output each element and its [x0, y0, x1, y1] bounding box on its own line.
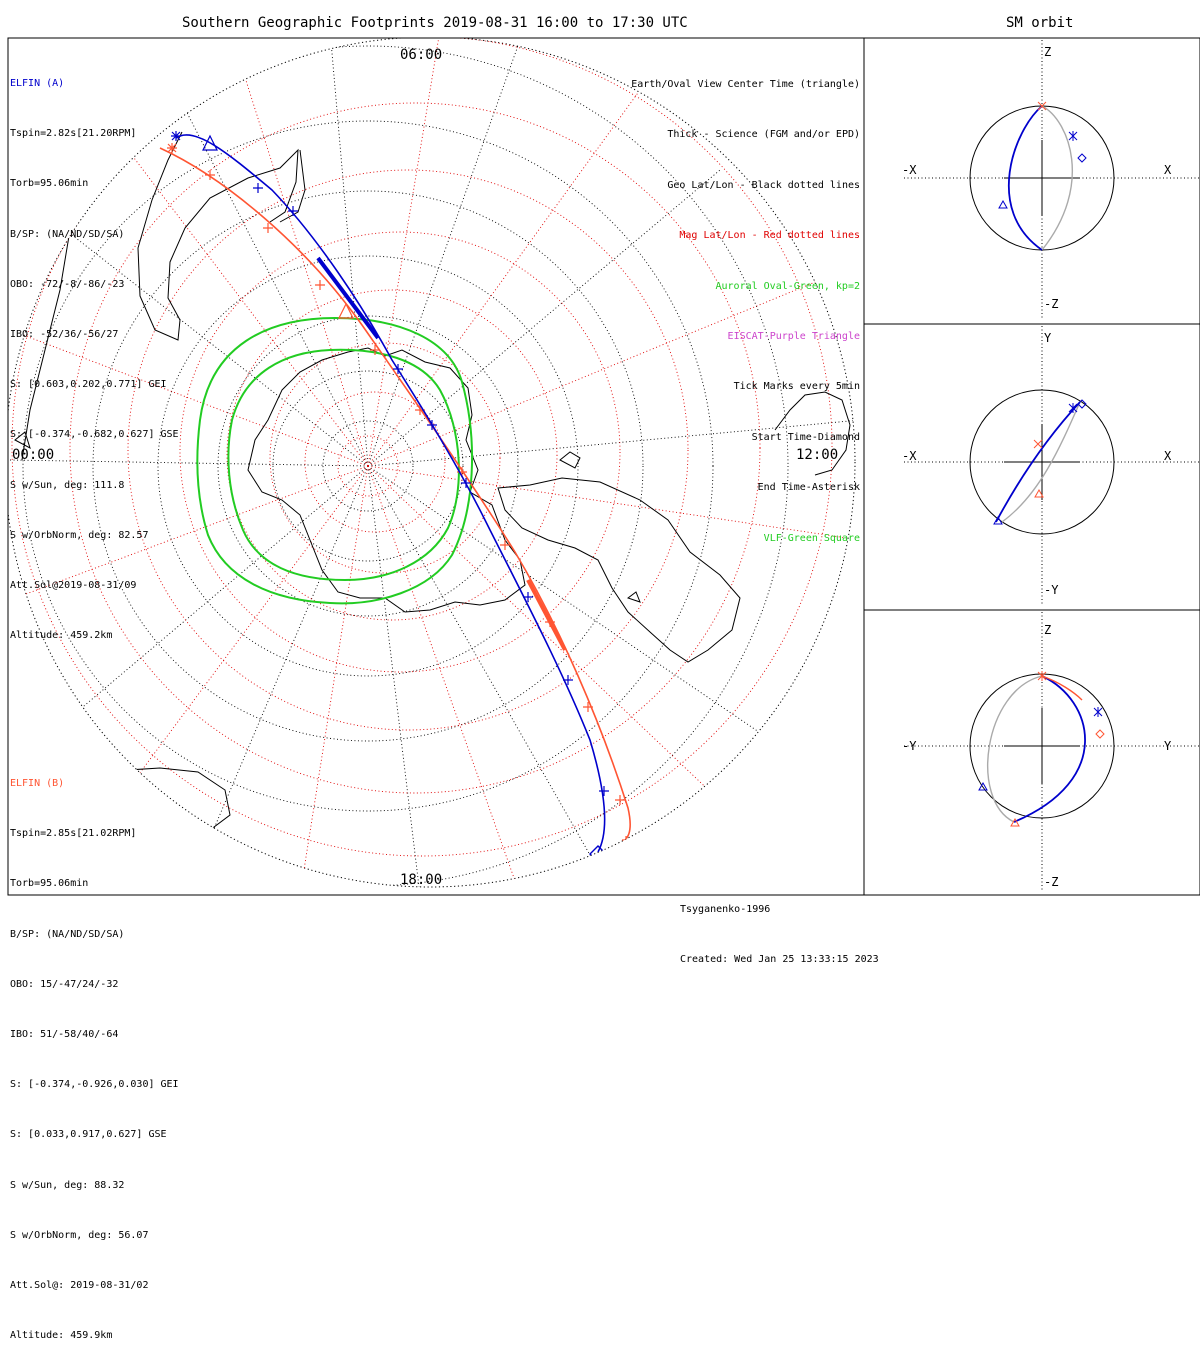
axis-label-h-pos: Y [1164, 739, 1172, 753]
credit: Tsyganenko-1996 Created: Wed Jan 25 13:3… [680, 866, 879, 985]
antarctica-coast [247, 347, 526, 613]
mag-grid [9, 38, 855, 887]
elfin-b-track [159, 143, 631, 847]
elfin-a-line: Altitude: 459.2km [10, 630, 113, 642]
legend-item: Earth/Oval View Center Time (triangle) [631, 79, 860, 90]
south-america-tip [279, 149, 306, 223]
elfin-a-line: B/SP: (NA/ND/SD/SA) [10, 228, 125, 240]
elfin-b-line: OBO: 15/-47/24/-32 [10, 978, 119, 990]
elfin-b-line: Tspin=2.85s[21.02RPM] [10, 828, 137, 840]
orbit-panel-xz: -X X Z -Z [902, 40, 1200, 320]
elfin-a-line: S: [0.603,0.202,0.771] GEI [10, 379, 167, 391]
axis-label-v-pos: Z [1044, 623, 1051, 637]
mlt-label-left: 00:00 [12, 447, 54, 463]
elfin-b-center-triangle [338, 302, 354, 319]
axis-label-h-pos: X [1164, 449, 1172, 463]
elfin-a-line: S w/OrbNorm, deg: 82.57 [10, 529, 149, 541]
elfin-a-line: OBO: -72/-8/-86/-23 [10, 278, 125, 290]
axis-label-h-neg: -X [902, 163, 917, 177]
axis-label-h-neg: -Y [902, 739, 917, 753]
elfin-a-center-triangle [202, 134, 218, 151]
orbit-panel-frame [864, 323, 1200, 611]
elfin-b-line: S: [-0.374,-0.926,0.030] GEI [10, 1079, 179, 1091]
elfin-a-name: ELFIN (A) [10, 78, 65, 89]
mlt-label-top: 06:00 [400, 47, 442, 63]
elfin-a-line: IBO: -52/36/-56/27 [10, 329, 119, 341]
legend-item: VLF-Green Square [763, 532, 860, 544]
footprint-map: 06:00 00:00 12:00 18:00 [7, 37, 865, 896]
elfin-b-line: Att.Sol@: 2019-08-31/02 [10, 1280, 149, 1292]
elfin-b-line: S w/Sun, deg: 88.32 [10, 1179, 125, 1191]
legend: Earth/Oval View Center Time (triangle) T… [631, 41, 860, 564]
orbit-title: SM orbit [1006, 15, 1074, 31]
elfin-a-info: ELFIN (A) Tspin=2.82s[21.20RPM] Torb=95.… [10, 40, 179, 661]
axis-label-h-pos: X [1164, 163, 1172, 177]
legend-item: Geo Lat/Lon - Black dotted lines [667, 179, 860, 191]
legend-item: EISCAT-Purple Triangle [727, 331, 860, 343]
sm-orbit-panels: -X X Z -Z -X X Y -Y -Y [864, 37, 1200, 896]
elfin-a-track [171, 131, 609, 863]
credit-model: Tsyganenko-1996 [680, 904, 771, 915]
axis-label-v-neg: -Z [1044, 875, 1058, 889]
mlt-label-right: 12:00 [796, 447, 838, 463]
axis-label-v-pos: Y [1044, 331, 1052, 345]
orbit-panel-frame [864, 609, 1200, 896]
globe-limb [8, 38, 856, 888]
elfin-b-info: ELFIN (B) Tspin=2.85s[21.02RPM] Torb=95.… [10, 740, 179, 1361]
axis-label-v-pos: Z [1044, 45, 1051, 59]
credit-created: Created: Wed Jan 25 13:33:15 2023 [680, 954, 879, 966]
legend-item: End Time-Asterisk [757, 482, 860, 494]
axis-label-v-neg: -Y [1044, 583, 1059, 597]
elfin-a-start-diamond [589, 845, 607, 863]
auroral-oval-inner [227, 348, 460, 582]
legend-item: Tick Marks every 5min [733, 381, 860, 393]
elfin-a-line: Att.Sol@2019-08-31/09 [10, 580, 137, 592]
auroral-oval-outer [196, 316, 474, 605]
new-zealand-coast [774, 391, 851, 476]
axis-label-h-neg: -X [902, 449, 917, 463]
elfin-b-line: B/SP: (NA/ND/SD/SA) [10, 928, 125, 940]
elfin-a-line: Tspin=2.82s[21.20RPM] [10, 128, 137, 140]
orbit-panel-yz: -Y Y Z -Z [902, 612, 1200, 892]
legend-item: Mag Lat/Lon - Red dotted lines [679, 230, 860, 242]
elfin-b-line: S w/OrbNorm, deg: 56.07 [10, 1229, 149, 1241]
orbit-panel-frame [864, 37, 1200, 325]
geo-grid [8, 38, 855, 887]
australia-coast [497, 477, 741, 663]
islands [14, 431, 641, 836]
orbit-panel-xy: -X X Y -Y [902, 326, 1200, 606]
elfin-b-line: Altitude: 459.9km [10, 1330, 113, 1342]
elfin-a-line: S: [-0.374,-0.682,0.627] GSE [10, 429, 179, 441]
south-america-coast [137, 131, 299, 341]
legend-item: Start Time-Diamond [751, 431, 860, 443]
map-title: Southern Geographic Footprints 2019-08-3… [182, 15, 688, 31]
legend-item: Auroral Oval-Green, kp=2 [715, 280, 861, 292]
elfin-a-line: S w/Sun, deg: 111.8 [10, 479, 125, 491]
elfin-b-line: Torb=95.06min [10, 878, 89, 890]
mlt-label-bottom: 18:00 [400, 872, 442, 888]
elfin-b-line: IBO: 51/-58/40/-64 [10, 1029, 119, 1041]
elfin-b-line: S: [0.033,0.917,0.627] GSE [10, 1129, 167, 1141]
elfin-b-name: ELFIN (B) [10, 778, 65, 789]
elfin-a-line: Torb=95.06min [10, 178, 89, 190]
axis-label-v-neg: -Z [1044, 297, 1058, 311]
legend-item: Thick - Science (FGM and/or EPD) [667, 129, 860, 141]
